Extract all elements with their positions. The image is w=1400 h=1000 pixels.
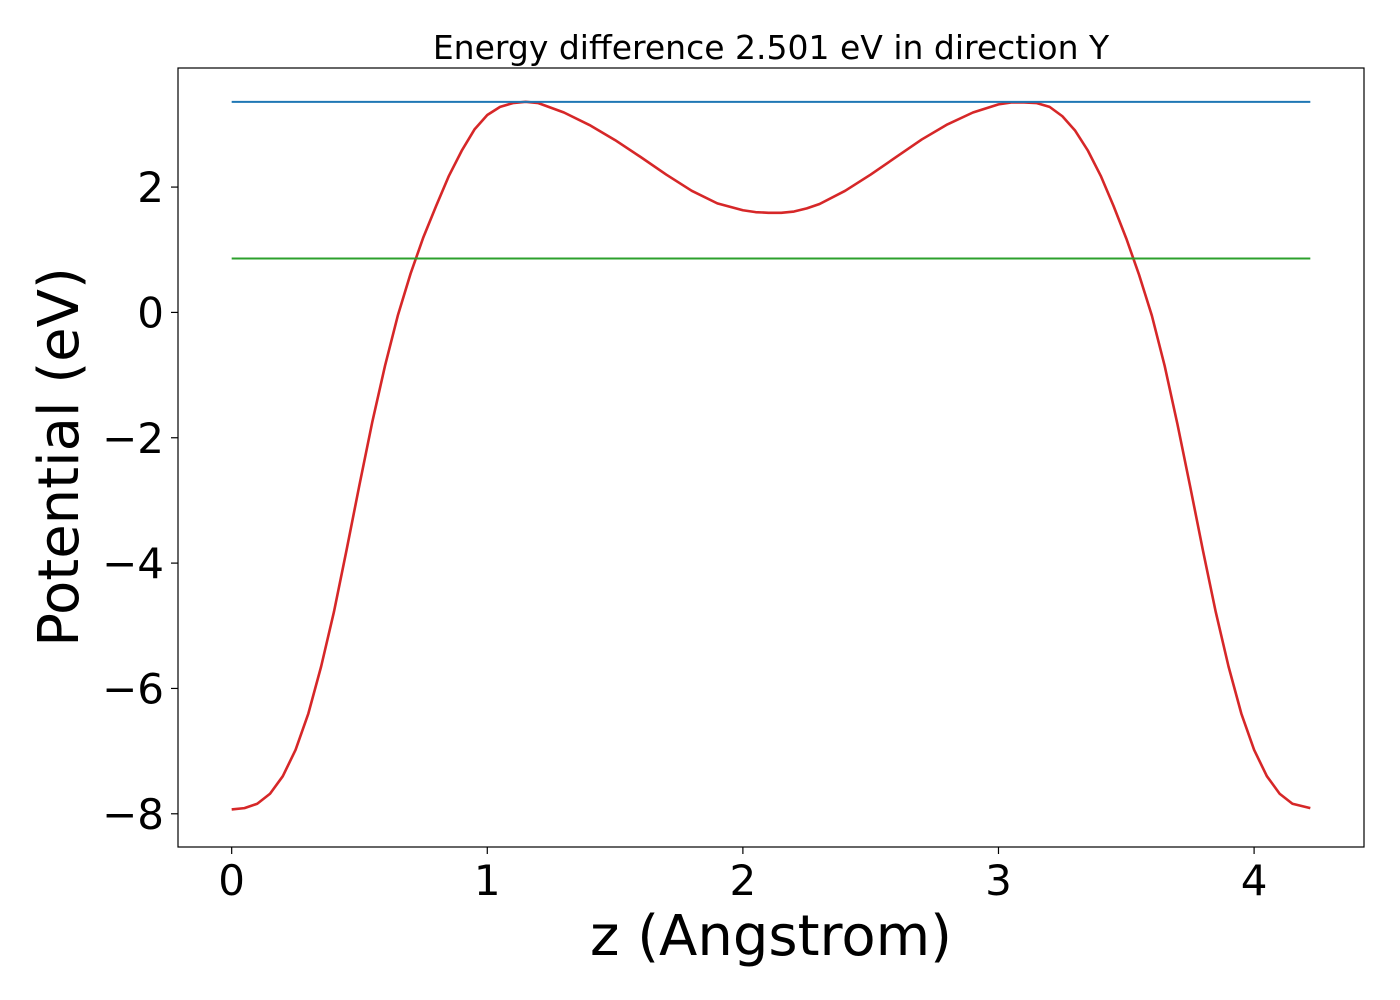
series-line-1 xyxy=(231,100,1311,811)
x-tick-label: 1 xyxy=(474,856,501,905)
y-tick-label: −8 xyxy=(102,790,164,839)
y-tick-label: −6 xyxy=(102,664,164,713)
x-tick-label: 3 xyxy=(985,856,1012,905)
x-tick-label: 0 xyxy=(218,856,245,905)
tick-layer: 0 1 2 3 4 −8 −6 −4 −2 0 2 xyxy=(102,163,1267,905)
y-tick-label: 2 xyxy=(137,163,164,212)
series-layer xyxy=(231,100,1311,811)
y-axis-label: Potential (eV) xyxy=(27,267,92,647)
y-tick-label: −4 xyxy=(102,539,164,588)
y-tick-label: 0 xyxy=(137,288,164,337)
plot-area-frame xyxy=(177,67,1365,848)
x-tick-label: 4 xyxy=(1241,856,1268,905)
x-axis-label: z (Angstrom) xyxy=(590,904,952,969)
y-tick-label: −2 xyxy=(102,414,164,463)
x-tick-label: 2 xyxy=(730,856,757,905)
chart-title: Energy difference 2.501 eV in direction … xyxy=(433,28,1110,67)
